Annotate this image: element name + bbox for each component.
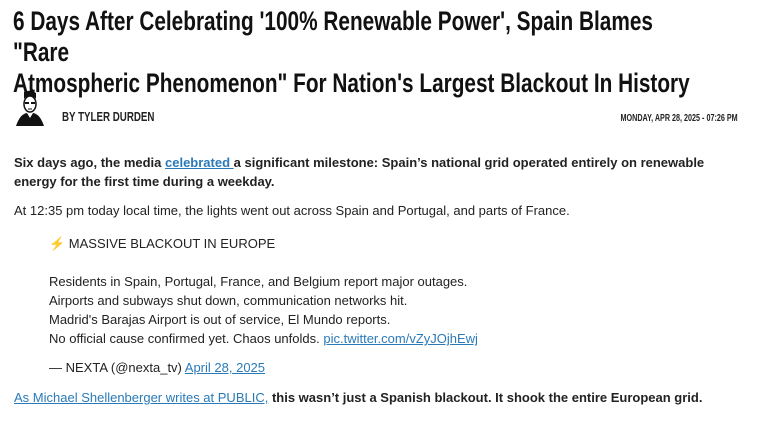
- tweet-line: Airports and subways shut down, communic…: [49, 293, 408, 308]
- article-title: 6 Days After Celebrating '100% Renewable…: [13, 6, 691, 99]
- tweet-date-link[interactable]: April 28, 2025: [184, 360, 266, 375]
- shellenberger-link[interactable]: As Michael Shellenberger writes at PUBLI…: [14, 390, 269, 405]
- title-line-1: 6 Days After Celebrating '100% Renewable…: [13, 6, 653, 67]
- celebrated-link[interactable]: celebrated: [165, 155, 234, 170]
- tweet-line: Residents in Spain, Portugal, France, an…: [49, 274, 468, 289]
- tweet-line: No official cause confirmed yet. Chaos u…: [49, 329, 478, 348]
- tweet-headline: ⚡ MASSIVE BLACKOUT IN EUROPE: [49, 236, 276, 251]
- text: a significant milestone: Spain’s nationa…: [14, 155, 705, 189]
- embedded-tweet: ⚡ MASSIVE BLACKOUT IN EUROPE Residents i…: [49, 234, 478, 377]
- text: No official cause confirmed yet. Chaos u…: [49, 331, 324, 346]
- tweet-pic-link[interactable]: pic.twitter.com/vZyJOjhEwj: [323, 331, 478, 346]
- tweet-line: Madrid's Barajas Airport is out of servi…: [49, 312, 391, 327]
- publish-date: MONDAY, APR 28, 2025 - 07:26 PM: [620, 113, 738, 124]
- author-avatar: [16, 90, 44, 126]
- title-line-2: Atmospheric Phenomenon" For Nation's Lar…: [13, 68, 690, 98]
- tweet-attribution: — NEXTA (@nexta_tv) April 28, 2025: [49, 358, 478, 377]
- text: — NEXTA (@nexta_tv): [49, 360, 185, 375]
- paragraph: At 12:35 pm today local time, the lights…: [14, 203, 570, 218]
- author-byline[interactable]: BY TYLER DURDEN: [62, 109, 155, 124]
- paragraph: As Michael Shellenberger writes at PUBLI…: [14, 390, 702, 405]
- text: Six days ago, the media: [14, 155, 165, 170]
- article-title-wrap: 6 Days After Celebrating '100% Renewable…: [13, 6, 691, 99]
- text: this wasn’t just a Spanish blackout. It …: [268, 390, 703, 405]
- intro-paragraph: Six days ago, the media celebrated a sig…: [14, 153, 734, 191]
